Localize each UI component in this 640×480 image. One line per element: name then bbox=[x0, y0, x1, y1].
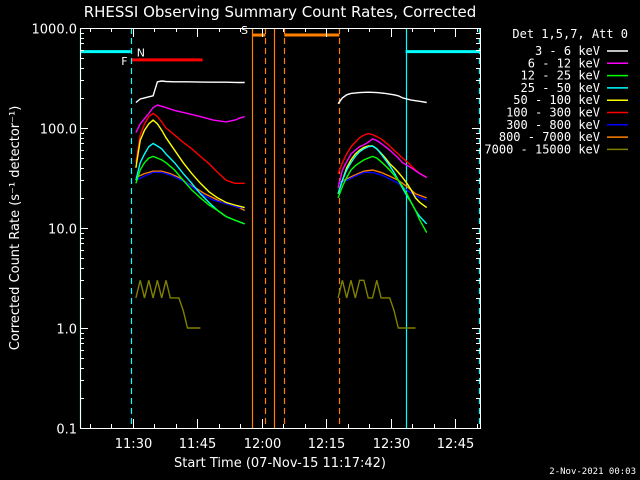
y-tick-label: 0.1 bbox=[56, 423, 77, 438]
series-line bbox=[135, 104, 245, 133]
legend-label: 3 - 6 keV bbox=[535, 44, 600, 58]
y-tick-label: 1000.0 bbox=[32, 23, 78, 38]
legend-label: 25 - 50 keV bbox=[521, 81, 600, 95]
series-line bbox=[135, 142, 245, 225]
series-line bbox=[337, 171, 427, 201]
flag-label: F bbox=[121, 55, 127, 68]
x-axis-label: Start Time (07-Nov-15 11:17:42) bbox=[174, 456, 386, 471]
series-line bbox=[135, 171, 245, 209]
series-layer bbox=[135, 80, 428, 329]
legend-label: 12 - 25 keV bbox=[521, 69, 600, 83]
x-tick-label: 11:45 bbox=[179, 437, 216, 452]
series-line bbox=[135, 155, 245, 225]
series-line bbox=[135, 80, 245, 104]
series-line bbox=[135, 119, 245, 209]
footer-timestamp: 2-Nov-2021 00:03 bbox=[549, 467, 636, 477]
series-line bbox=[135, 112, 245, 185]
x-axis: 11:30 11:45 12:00 12:15 12:30 12:45 bbox=[90, 28, 478, 452]
legend-label: 7000 - 15000 keV bbox=[484, 142, 600, 156]
y-axis: 0.1 1.0 10.0 100.0 1000.0 bbox=[32, 23, 480, 438]
series-line bbox=[337, 132, 428, 179]
vertical-lines-layer bbox=[79, 28, 481, 428]
legend-label: 50 - 100 keV bbox=[513, 93, 600, 107]
flag-label: S bbox=[241, 24, 248, 37]
chart-title: RHESSI Observing Summary Count Rates, Co… bbox=[84, 3, 477, 21]
series-line bbox=[337, 91, 427, 105]
series-line bbox=[337, 145, 428, 225]
series-line bbox=[337, 155, 428, 233]
series-line bbox=[135, 280, 201, 329]
legend-label: 800 - 7000 keV bbox=[499, 130, 600, 144]
x-tick-label: 11:30 bbox=[115, 437, 152, 452]
x-tick-label: 12:00 bbox=[244, 437, 281, 452]
flag-label: N bbox=[137, 47, 145, 60]
series-line bbox=[337, 279, 416, 329]
y-tick-label: 1.0 bbox=[56, 323, 77, 338]
x-tick-label: 12:15 bbox=[308, 437, 345, 452]
y-tick-label: 10.0 bbox=[48, 223, 77, 238]
legend-label: 300 - 800 keV bbox=[506, 118, 600, 132]
x-tick-label: 12:45 bbox=[437, 437, 474, 452]
legend-label: 100 - 300 keV bbox=[506, 106, 600, 120]
legend-title: Det 1,5,7, Att 0 bbox=[512, 27, 628, 41]
y-tick-label: 100.0 bbox=[40, 123, 77, 138]
legend-label: 6 - 12 keV bbox=[528, 56, 600, 70]
y-axis-label: Corrected Count Rate (s⁻¹ detector⁻¹) bbox=[8, 106, 23, 351]
flags-layer: NF S bbox=[80, 24, 480, 68]
x-tick-label: 12:30 bbox=[373, 437, 410, 452]
plot-frame bbox=[80, 28, 481, 429]
series-line bbox=[337, 137, 428, 189]
